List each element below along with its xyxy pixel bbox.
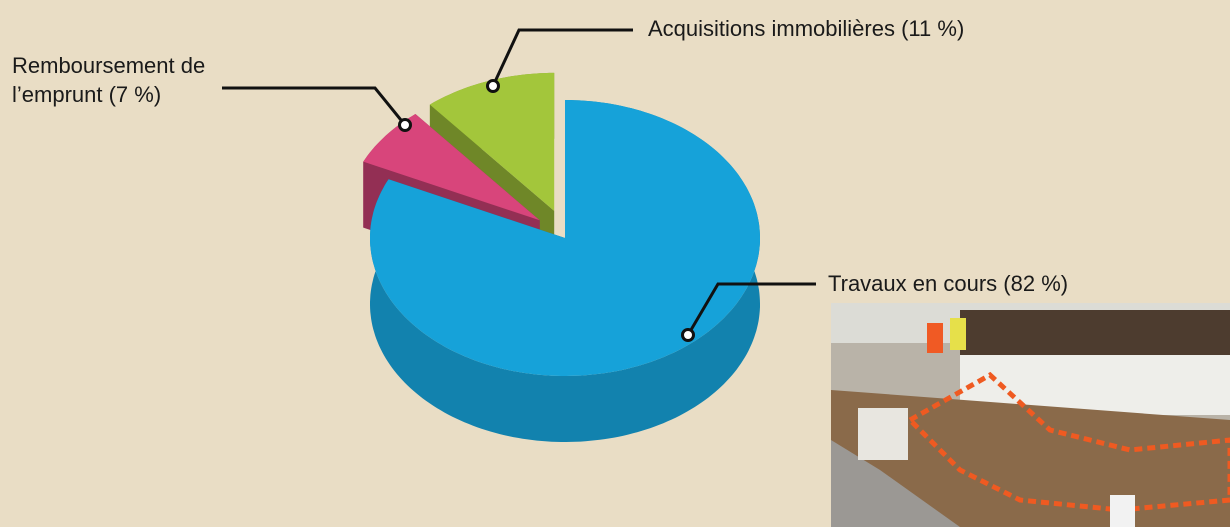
leader-line [222,86,407,126]
category-label: Remboursement de l’emprunt [12,53,206,107]
slice [363,114,540,221]
slice [429,72,555,211]
photo [831,303,1230,527]
category-label: Travaux en cours [828,271,998,296]
value-label: (11 %) [901,16,965,41]
photo-dirt [831,390,1230,527]
leader-dot [486,79,500,93]
slice-label: Travaux en cours (82 %) [828,269,1188,298]
slice [370,100,760,376]
leader-dots [398,79,695,342]
photo-curb [831,440,960,527]
slice [370,100,760,442]
value-label: (82 %) [1003,271,1069,296]
slice-label: Acquisitions immobilières (11 %) [648,14,1068,43]
leader-dot [398,118,412,132]
photo-barrier [858,408,908,460]
leader-line [686,282,816,336]
photo-fence [960,310,1230,355]
leader-lines [222,28,816,336]
leader-line [491,28,633,87]
category-label: Acquisitions immobilières [648,16,895,41]
photo-net [905,371,1230,513]
value-label: (7 %) [108,82,162,107]
slices [363,72,760,442]
leader-dot [681,328,695,342]
photo-worker [927,323,943,353]
photo-worker [950,318,966,350]
slice-label: Remboursement de l’emprunt (7 %) [12,51,227,109]
photo-bucket [1110,495,1135,527]
